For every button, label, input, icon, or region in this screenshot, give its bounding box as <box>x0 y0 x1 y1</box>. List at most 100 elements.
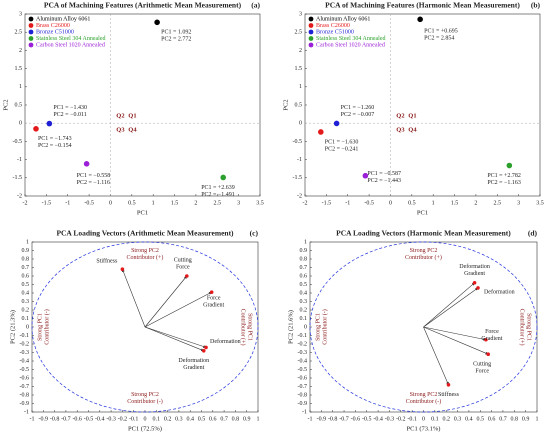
vector-label: Gradient <box>203 303 224 309</box>
loading-vector <box>423 326 487 341</box>
point-x-label: PC1 = +0.695 <box>424 29 458 35</box>
panel: PCA Loading Vectors (Harmonic Mean Measu… <box>287 229 538 433</box>
y-tick-label: 0.6 <box>22 273 30 279</box>
legend-marker <box>308 16 314 22</box>
x-tick-label: 1 <box>536 416 539 422</box>
y-tick-label: -2 <box>297 193 302 199</box>
x-tick-label: 1 <box>432 200 435 206</box>
x-tick-label: -2 <box>23 200 28 206</box>
x-tick-label: 0.8 <box>511 416 519 422</box>
legend-label: Bronze C51000 <box>316 29 354 35</box>
panel: PCA Loading Vectors (Arithmetic Mean Mea… <box>9 229 259 433</box>
annotation: Strong PC1 <box>315 313 321 341</box>
x-tick-label: 0.9 <box>522 416 530 422</box>
y-tick-label: 1 <box>19 84 22 90</box>
annotation: Contributor (+) <box>519 309 526 346</box>
panel-label: (a) <box>251 1 260 10</box>
point-x-label: PC1 = −0.587 <box>367 171 401 177</box>
point-x-label: PC1 = −1.630 <box>325 139 359 145</box>
point-y-label: PC2 = −1.491 <box>201 192 235 198</box>
legend-label: Bronze C51000 <box>36 29 74 35</box>
y-tick-label: -2 <box>17 193 22 199</box>
x-tick-label: -0.4 <box>373 416 383 422</box>
annotation: Strong PC2 <box>131 392 159 398</box>
x-tick-label: 2 <box>194 200 197 206</box>
loading-vector <box>423 287 479 328</box>
point-x-label: PC1 = +2.639 <box>201 185 235 191</box>
point <box>83 161 90 167</box>
legend-marker <box>28 16 34 22</box>
point-y-label: PC2 = −0.011 <box>53 112 86 118</box>
point-y-label: PC2 = −0.241 <box>325 146 359 152</box>
point-x-label: PC1 = 1.092 <box>161 30 191 36</box>
quadrant-label: Q4 <box>128 127 137 134</box>
x-tick-label: 0.5 <box>408 200 416 206</box>
x-tick-label: 0 <box>422 416 425 422</box>
vector-label: Force <box>176 264 190 270</box>
legend-marker <box>28 23 34 28</box>
x-tick-label: 0 <box>389 200 392 206</box>
legend-marker <box>308 23 314 28</box>
y-tick-label: -0.1 <box>298 333 308 339</box>
point-y-label: PC2 = −0.007 <box>341 112 375 118</box>
x-tick-label: -2 <box>303 200 308 206</box>
x-tick-label: 0.9 <box>243 416 251 422</box>
legend-label: Brass C26000 <box>36 23 70 29</box>
y-tick-label: 1.5 <box>15 66 23 72</box>
vector-label: Cutting <box>473 362 491 368</box>
legend-marker <box>28 36 34 41</box>
y-tick-label: 1 <box>26 239 29 245</box>
x-tick-label: 0 <box>144 416 147 422</box>
x-tick-label: 1 <box>257 416 260 422</box>
x-tick-label: -0.9 <box>39 416 49 422</box>
y-tick-label: 0.8 <box>300 256 308 262</box>
y-tick-label: 1 <box>299 84 302 90</box>
panel: PCA of Machining Features (Harmonic Mean… <box>282 1 543 217</box>
y-tick-label: -0.5 <box>293 139 303 145</box>
x-tick-label: 0.7 <box>499 416 507 422</box>
loading-vector <box>144 291 212 328</box>
x-tick-label: 1 <box>152 200 155 206</box>
loading-vector <box>423 326 489 355</box>
x-axis-label: PC1 (73.1%) <box>407 425 441 432</box>
annotation: Strong PC1 <box>247 313 253 341</box>
y-tick-label: 0.1 <box>300 316 308 322</box>
x-tick-label: -1 <box>65 200 70 206</box>
point <box>333 120 340 127</box>
y-axis-label: PC2 <box>282 99 289 110</box>
x-tick-label: 0.2 <box>442 416 450 422</box>
legend-label: Aluminum Alloy 6061 <box>36 16 90 22</box>
y-tick-label: 0.6 <box>300 273 308 279</box>
panel-label: (d) <box>528 229 538 238</box>
x-tick-label: -1.5 <box>42 200 52 206</box>
chart-title: PCA of Machining Features (Harmonic Mean… <box>325 1 520 10</box>
y-tick-label: 0.4 <box>300 290 308 296</box>
x-tick-label: -0.1 <box>407 416 417 422</box>
chart-title: PCA Loading Vectors (Arithmetic Mean Mea… <box>56 229 234 238</box>
x-tick-label: -0.5 <box>84 416 94 422</box>
quadrant-label: Q3 <box>116 127 125 134</box>
loading-vector <box>121 268 146 328</box>
x-tick-label: -0.2 <box>396 416 406 422</box>
x-tick-label: 1.5 <box>451 200 459 206</box>
x-tick-label: 0.7 <box>220 416 228 422</box>
x-tick-label: 3 <box>517 200 520 206</box>
legend-label: Stainless Steel 304 Annealed <box>36 36 106 42</box>
y-tick-label: 0.2 <box>22 307 30 313</box>
point-x-label: PC1 = +2.782 <box>487 173 521 179</box>
y-tick-label: -0.5 <box>13 139 23 145</box>
y-tick-label: 0.5 <box>22 282 30 288</box>
loading-vector <box>423 282 475 328</box>
y-tick-label: -0.1 <box>20 333 30 339</box>
annotation: Strong PC1 <box>37 313 43 341</box>
x-tick-label: 0.1 <box>431 416 439 422</box>
y-tick-label: 2.5 <box>15 30 23 36</box>
y-tick-label: -0.4 <box>298 358 308 364</box>
y-tick-label: -1 <box>297 157 302 163</box>
y-tick-label: 0.5 <box>295 102 303 108</box>
x-tick-label: -0.6 <box>351 416 361 422</box>
chart-title: PCA of Machining Features (Arithmetic Me… <box>44 1 242 10</box>
point <box>154 19 160 26</box>
annotation: Contributor (-) <box>321 309 328 345</box>
